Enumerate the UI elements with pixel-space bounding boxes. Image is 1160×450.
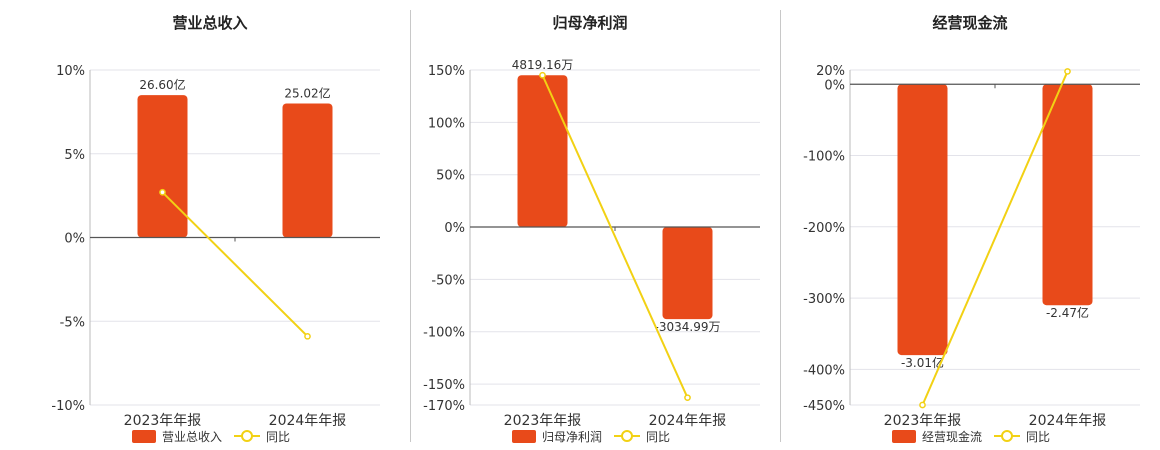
- x-category-label: 2023年年报: [504, 413, 582, 429]
- panel-divider: [410, 10, 411, 442]
- y-tick-label: 100%: [428, 116, 465, 131]
- legend-line-label: 同比: [266, 430, 290, 444]
- legend-line-label: 同比: [646, 430, 670, 444]
- y-tick-label: -300%: [803, 292, 845, 307]
- bar-data-label: 25.02亿: [284, 86, 330, 101]
- legend-line-label: 同比: [1026, 430, 1050, 444]
- y-tick-label: 0%: [64, 232, 85, 247]
- x-category-label: 2024年年报: [649, 413, 727, 429]
- yoy-line: [541, 74, 689, 399]
- chart-title: 归母净利润: [552, 14, 627, 32]
- chart-title: 营业总收入: [172, 14, 247, 32]
- panel-divider: [780, 10, 781, 442]
- y-tick-label: 0%: [824, 78, 845, 93]
- bar-data-label: 4819.16万: [512, 58, 574, 72]
- x-category-label: 2024年年报: [1029, 413, 1107, 429]
- y-tick-label: -5%: [60, 315, 85, 330]
- bar: [662, 227, 713, 320]
- y-tick-label: -200%: [803, 221, 845, 236]
- y-tick-label: 5%: [64, 148, 85, 163]
- yoy-point: [684, 394, 691, 402]
- bar: [137, 95, 188, 238]
- y-tick-label: -450%: [803, 399, 845, 414]
- legend-bar-label: 营业总收入: [162, 430, 222, 444]
- y-tick-label: 150%: [428, 64, 465, 79]
- legend-line-marker: [1001, 430, 1013, 442]
- legend-bar-label: 归母净利润: [542, 430, 602, 444]
- bar-data-label: 26.60亿: [139, 77, 185, 92]
- y-tick-label: 10%: [56, 64, 85, 79]
- yoy-point: [159, 188, 166, 196]
- yoy-point: [1064, 68, 1071, 75]
- bar: [1042, 84, 1093, 306]
- y-tick-label: -150%: [423, 378, 465, 393]
- bar-data-label: -3034.99万: [655, 320, 721, 334]
- y-tick-label: 20%: [816, 64, 845, 79]
- yoy-point: [304, 332, 311, 340]
- legend-bar-swatch: [132, 430, 156, 443]
- x-category-label: 2024年年报: [269, 413, 347, 429]
- y-tick-label: -100%: [423, 326, 465, 341]
- bar-data-label: -2.47亿: [1046, 305, 1089, 320]
- x-category-label: 2023年年报: [884, 413, 962, 429]
- yoy-point: [539, 71, 546, 79]
- bar: [282, 103, 333, 238]
- yoy-point: [919, 401, 926, 409]
- legend-line-marker: [621, 430, 633, 442]
- chart-svg: 营业总收入 10% 5% 0% -5% -10% 26.60亿 25.02亿 2023年年报 20…: [51, 14, 380, 444]
- y-tick-label: -10%: [51, 399, 85, 414]
- chart-svg: 归母净利润 150% 100% 50% 0% -50% -100% -150% -170% 481…: [423, 14, 760, 444]
- yoy-line: [921, 71, 1069, 406]
- chart-svg: 经营现金流 20%0% -100% -200% -300% -400% -450% -3.01…: [803, 14, 1140, 444]
- y-tick-label: 0%: [444, 221, 465, 236]
- bar-data-label: -3.01亿: [901, 355, 944, 370]
- y-tick-label: 50%: [436, 169, 465, 184]
- chart-panel-revenue: 营业总收入 10% 5% 0% -5% -10% 26.60亿 25.02亿 2023年年报 20…: [20, 0, 390, 450]
- yoy-line: [161, 191, 309, 338]
- legend-bar-swatch: [892, 430, 916, 443]
- chart-title: 经营现金流: [932, 14, 1007, 32]
- y-tick-label: -400%: [803, 363, 845, 378]
- y-tick-label: -50%: [431, 273, 465, 288]
- legend-line-marker: [241, 430, 253, 442]
- y-tick-label: -170%: [423, 399, 465, 414]
- x-category-label: 2023年年报: [124, 413, 202, 429]
- chart-panel-cash-flow: 经营现金流 20% 0% -100% -200% -300% -400% -450% -3.01…: [780, 0, 1150, 450]
- chart-panel-net-profit: 归母净利润 150% 100% 50% 0% -50% -100% -150% -170% 481…: [400, 0, 770, 450]
- legend-bar-label: 经营现金流: [922, 429, 982, 444]
- bar: [517, 75, 568, 228]
- legend-bar-swatch: [512, 430, 536, 443]
- y-tick-label: -100%: [803, 150, 845, 165]
- bar: [897, 84, 948, 356]
